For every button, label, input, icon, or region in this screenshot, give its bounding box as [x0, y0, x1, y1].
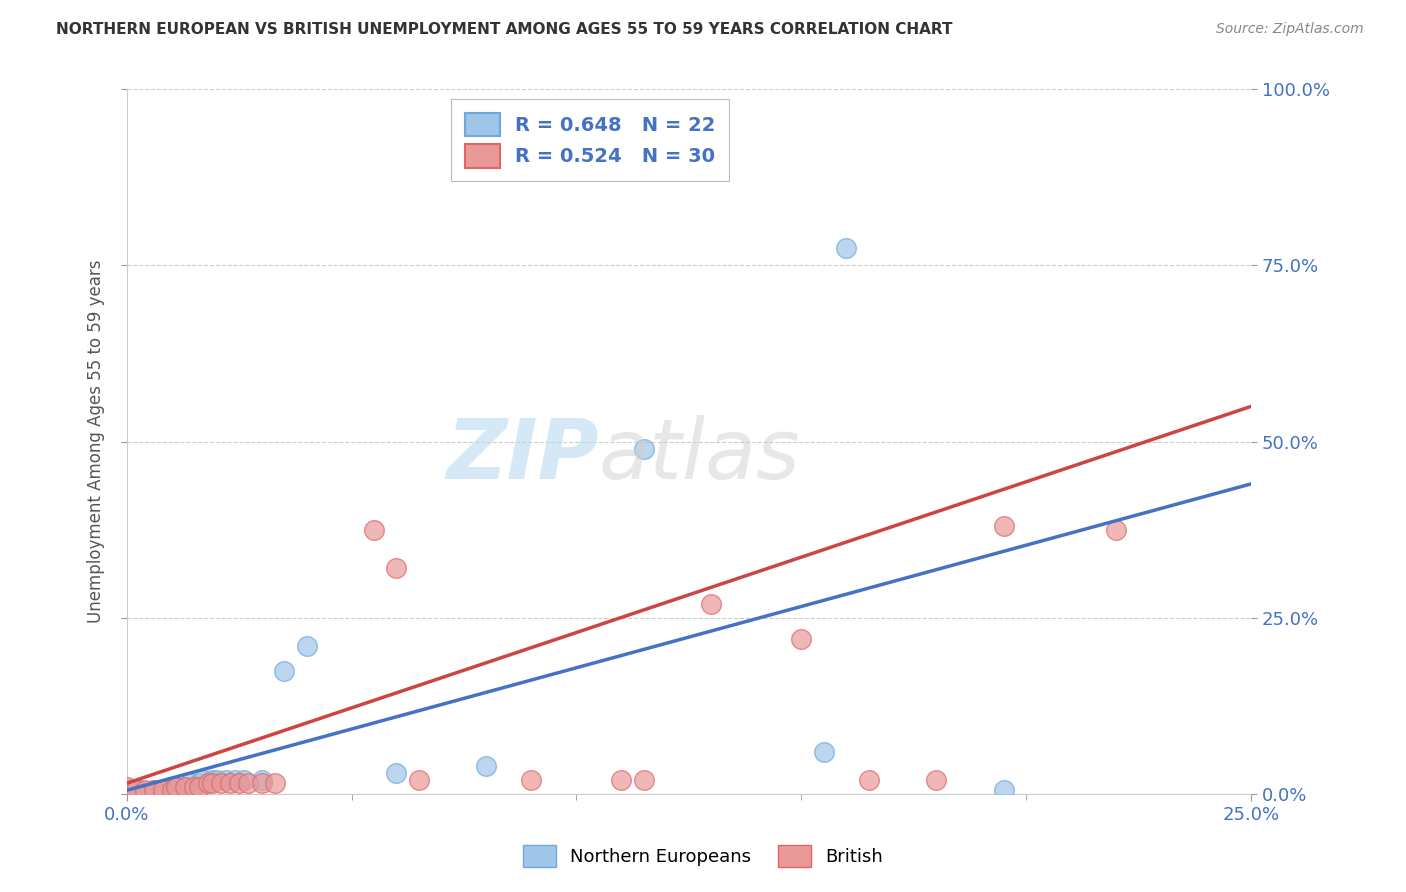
Point	[385, 765, 408, 780]
Point	[993, 519, 1015, 533]
Point	[179, 776, 201, 790]
Point	[408, 772, 430, 787]
Point	[790, 632, 813, 646]
Point	[152, 783, 174, 797]
Point	[205, 772, 228, 787]
Point	[232, 772, 254, 787]
Point	[610, 772, 633, 787]
Point	[124, 783, 146, 797]
Point	[115, 780, 138, 794]
Point	[385, 561, 408, 575]
Point	[633, 442, 655, 456]
Point	[813, 745, 835, 759]
Point	[295, 639, 318, 653]
Point	[201, 772, 224, 787]
Point	[236, 776, 259, 790]
Point	[520, 772, 543, 787]
Y-axis label: Unemployment Among Ages 55 to 59 years: Unemployment Among Ages 55 to 59 years	[87, 260, 105, 624]
Legend: Northern Europeans, British: Northern Europeans, British	[516, 838, 890, 874]
Point	[152, 783, 174, 797]
Point	[134, 783, 156, 797]
Point	[273, 664, 295, 678]
Point	[363, 523, 385, 537]
Point	[174, 780, 197, 794]
Point	[165, 780, 187, 794]
Point	[187, 780, 209, 794]
Point	[214, 772, 236, 787]
Point	[174, 780, 197, 794]
Point	[142, 783, 165, 797]
Point	[224, 772, 246, 787]
Point	[633, 772, 655, 787]
Point	[115, 783, 138, 797]
Point	[250, 772, 273, 787]
Legend: R = 0.648   N = 22, R = 0.524   N = 30: R = 0.648 N = 22, R = 0.524 N = 30	[451, 99, 730, 181]
Text: atlas: atlas	[599, 415, 800, 496]
Point	[993, 783, 1015, 797]
Point	[197, 776, 219, 790]
Point	[228, 776, 250, 790]
Point	[160, 783, 183, 797]
Point	[219, 776, 242, 790]
Point	[209, 776, 232, 790]
Point	[160, 783, 183, 797]
Point	[191, 772, 214, 787]
Point	[201, 776, 224, 790]
Point	[475, 758, 498, 772]
Point	[250, 776, 273, 790]
Point	[264, 776, 287, 790]
Point	[1105, 523, 1128, 537]
Point	[187, 776, 209, 790]
Point	[183, 780, 205, 794]
Point	[142, 783, 165, 797]
Text: Source: ZipAtlas.com: Source: ZipAtlas.com	[1216, 22, 1364, 37]
Point	[700, 597, 723, 611]
Point	[129, 783, 152, 797]
Point	[858, 772, 880, 787]
Point	[165, 780, 187, 794]
Point	[925, 772, 948, 787]
Text: NORTHERN EUROPEAN VS BRITISH UNEMPLOYMENT AMONG AGES 55 TO 59 YEARS CORRELATION : NORTHERN EUROPEAN VS BRITISH UNEMPLOYMEN…	[56, 22, 953, 37]
Point	[835, 241, 858, 255]
Text: ZIP: ZIP	[446, 415, 599, 496]
